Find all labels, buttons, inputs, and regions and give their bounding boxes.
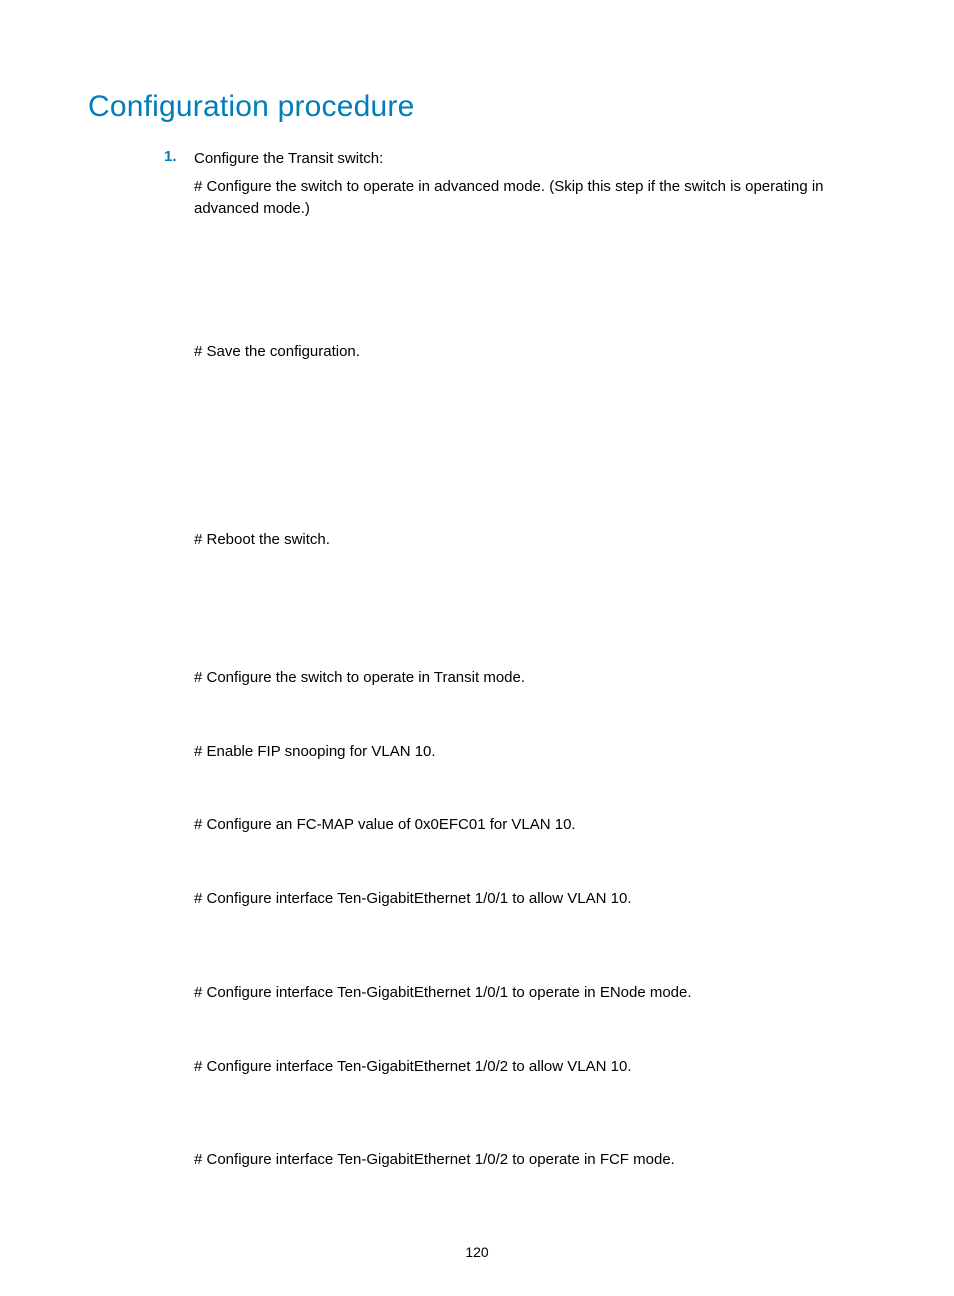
- spacing: [194, 842, 866, 888]
- step-note: # Reboot the switch.: [194, 529, 866, 551]
- step-note: # Configure interface Ten-GigabitEtherne…: [194, 1149, 866, 1171]
- spacing: [194, 695, 866, 741]
- step-note: # Configure the switch to operate in adv…: [194, 176, 866, 220]
- step-note: # Enable FIP snooping for VLAN 10.: [194, 741, 866, 763]
- step-note: # Configure interface Ten-GigabitEtherne…: [194, 1056, 866, 1078]
- spacing: [194, 369, 866, 529]
- page-number: 120: [0, 1244, 954, 1260]
- spacing: [194, 1010, 866, 1056]
- section-heading: Configuration procedure: [88, 90, 866, 124]
- spacing: [194, 557, 866, 667]
- step-lead-text: Configure the Transit switch:: [194, 148, 866, 170]
- step-number: 1.: [164, 148, 177, 165]
- step-note: # Configure the switch to operate in Tra…: [194, 667, 866, 689]
- spacing: [194, 768, 866, 814]
- step-note: # Configure interface Ten-GigabitEtherne…: [194, 982, 866, 1004]
- document-page: Configuration procedure 1. Configure the…: [0, 0, 954, 1296]
- spacing: [194, 1083, 866, 1149]
- procedure-list: 1. Configure the Transit switch: # Confi…: [88, 148, 866, 1171]
- step-note: # Save the configuration.: [194, 341, 866, 363]
- spacing: [194, 225, 866, 341]
- spacing: [194, 916, 866, 982]
- step-note: # Configure interface Ten-GigabitEtherne…: [194, 888, 866, 910]
- procedure-step: 1. Configure the Transit switch: # Confi…: [164, 148, 866, 1171]
- step-note: # Configure an FC-MAP value of 0x0EFC01 …: [194, 814, 866, 836]
